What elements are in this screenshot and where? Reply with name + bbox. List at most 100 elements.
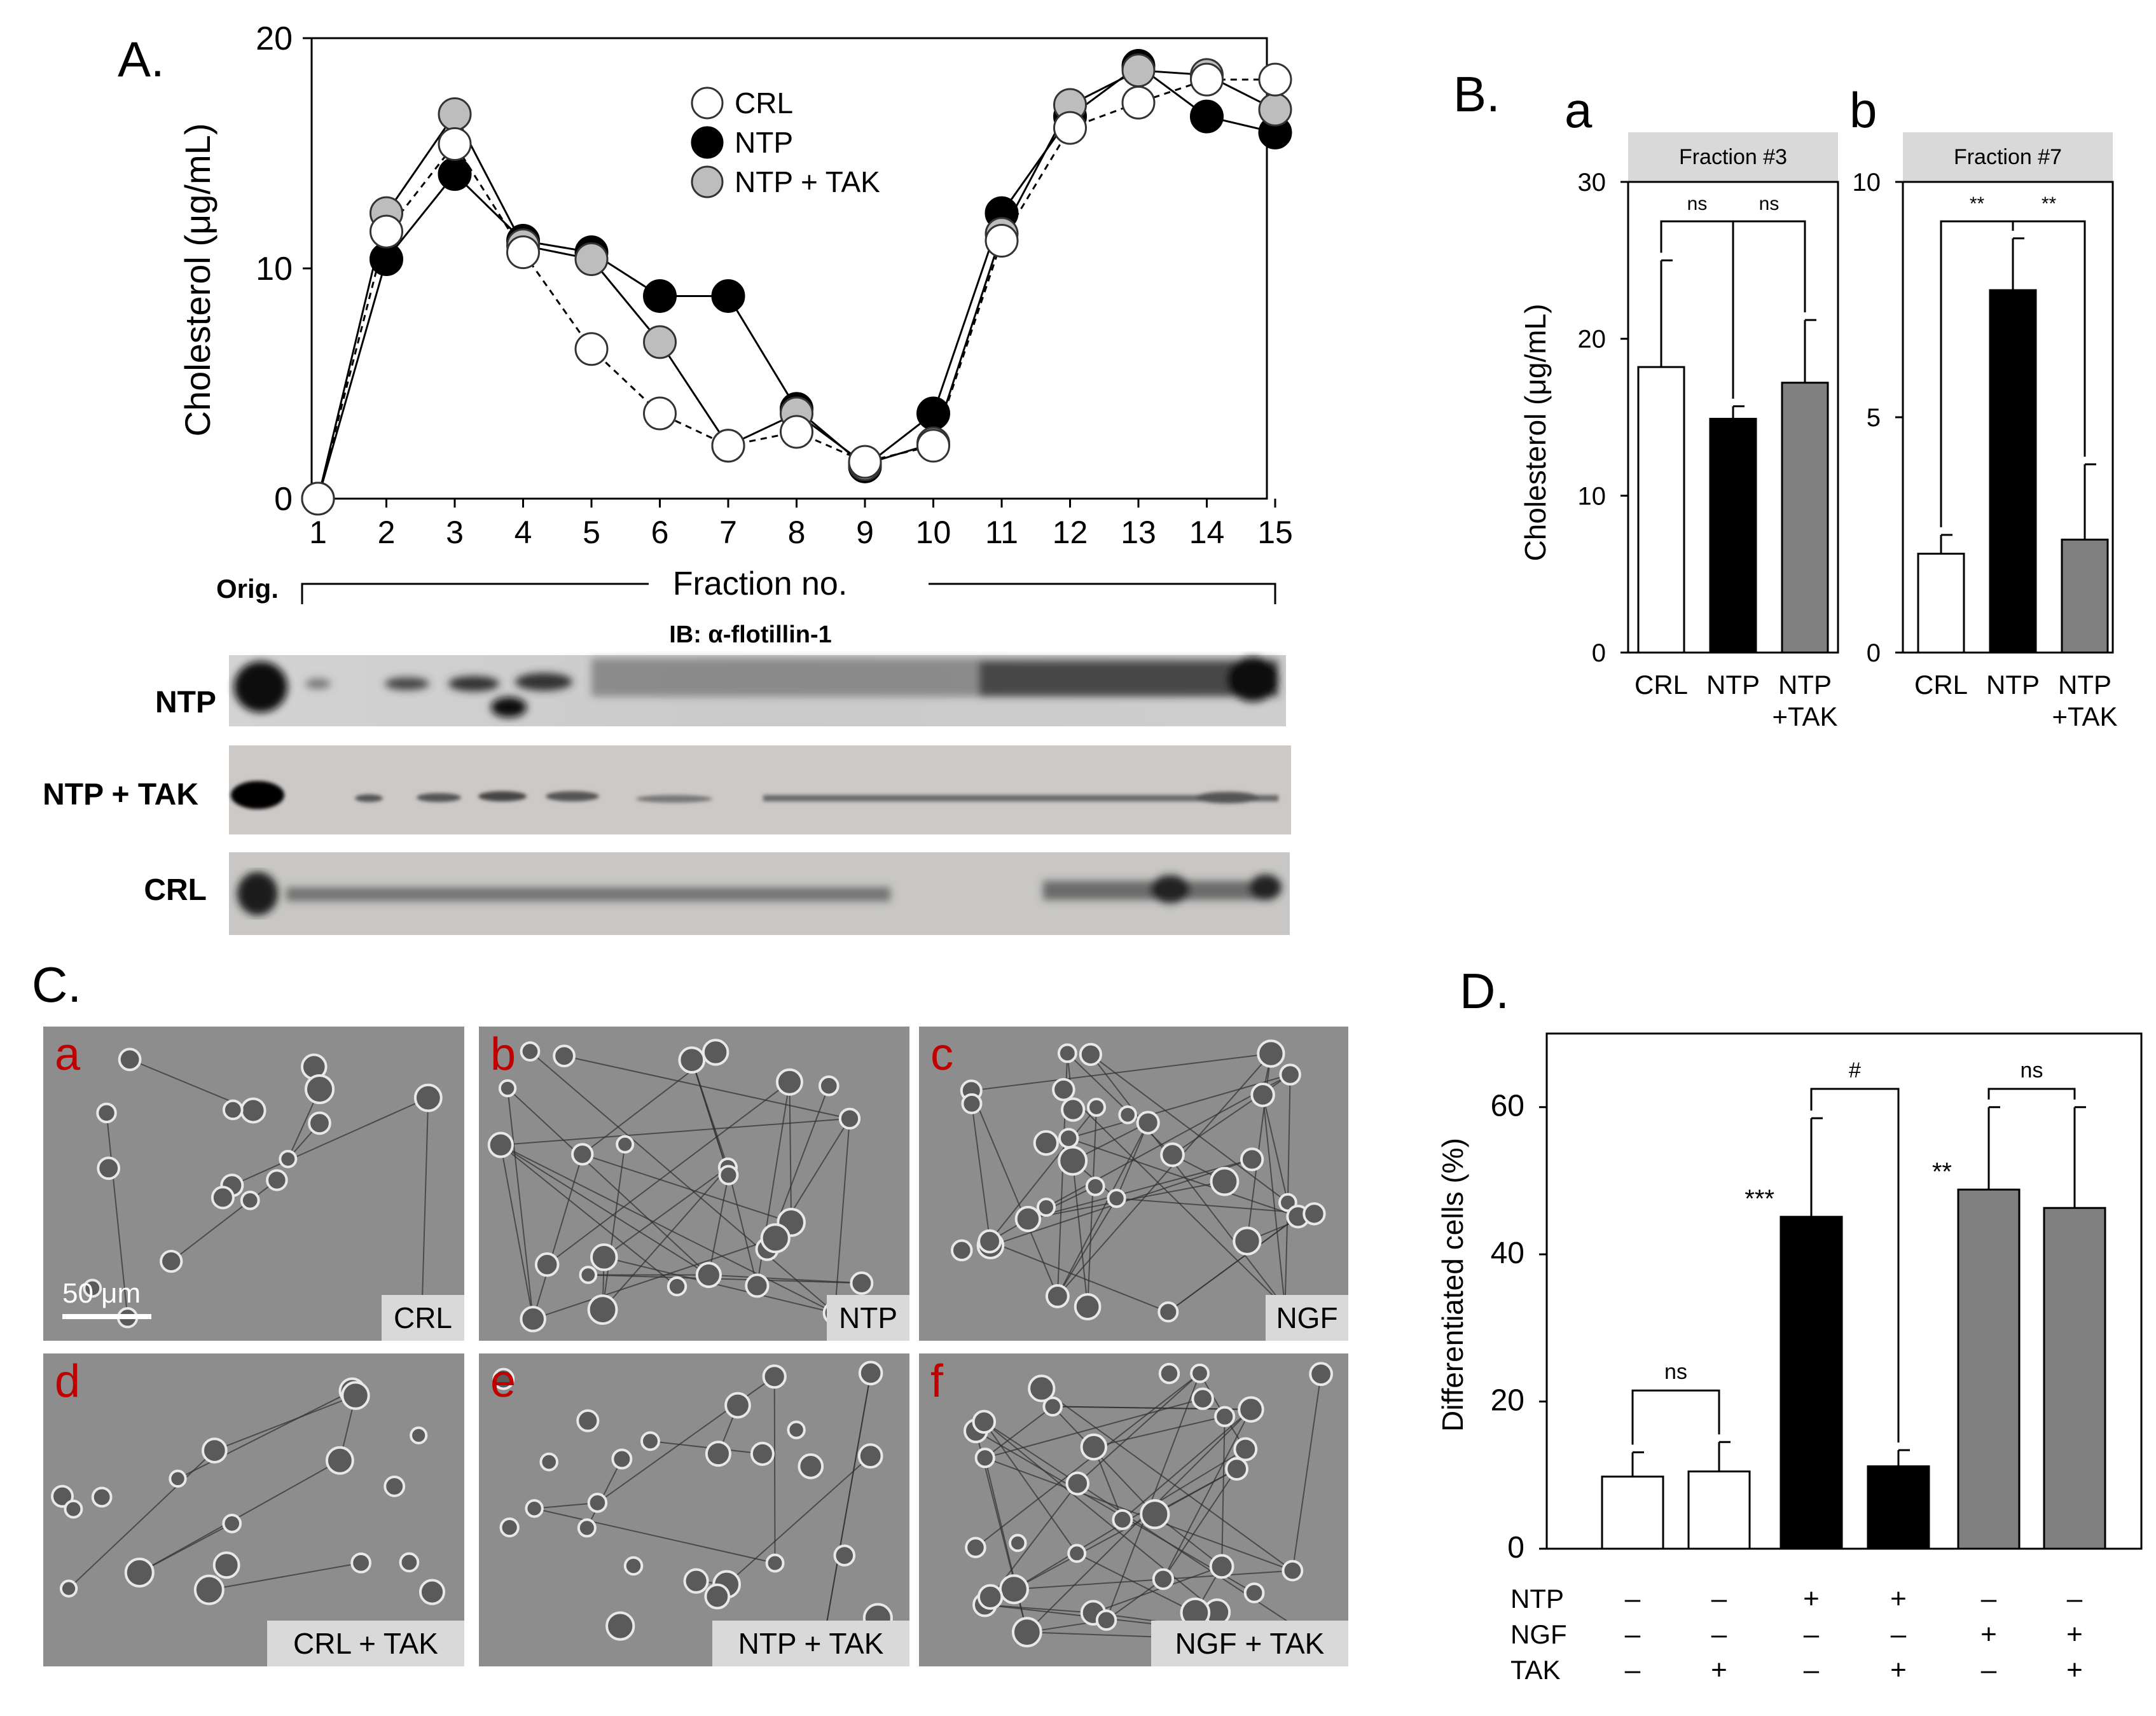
cell-body: [1107, 1189, 1126, 1208]
micrograph-d: d CRL + TAK: [43, 1353, 464, 1666]
neurite: [985, 1604, 1093, 1614]
neurite: [727, 1167, 758, 1286]
x-axis-label-A: Fraction no.: [673, 565, 848, 602]
cell-texture: [51, 1377, 446, 1605]
micrograph-a: a CRL 50 μm: [43, 1027, 464, 1341]
x-tick-label-A: 3: [446, 515, 464, 550]
legend-A: CRL NTP NTP + TAK: [691, 86, 880, 198]
cell-body: [587, 1294, 618, 1325]
bar: [1601, 1476, 1664, 1550]
cell-body: [1118, 1105, 1137, 1124]
cell-body: [1160, 1142, 1185, 1167]
cell-body: [498, 1079, 517, 1098]
condition-label: NTP + TAK: [738, 1627, 884, 1660]
blot-row-label-crl: CRL: [144, 873, 207, 907]
chart-title-Ba: Fraction #3: [1679, 145, 1787, 169]
neurite: [985, 1406, 1053, 1458]
cell-body: [961, 1093, 983, 1114]
neurite: [602, 1166, 729, 1310]
panel-label-D: D.: [1460, 963, 1509, 1019]
cell-body: [683, 1568, 709, 1594]
cell-body: [850, 1271, 874, 1295]
data-point-crl: [711, 429, 745, 463]
neurite: [975, 1430, 1255, 1594]
neurite: [708, 1274, 862, 1284]
neurite: [1056, 1122, 1149, 1297]
data-point-ntp: [916, 396, 950, 431]
cell-body: [1157, 1301, 1179, 1323]
condition-label: CRL + TAK: [293, 1627, 438, 1660]
category-label: +TAK: [2052, 702, 2117, 731]
y-tick-label: 30: [1578, 169, 1607, 197]
neurite: [708, 1175, 729, 1275]
cell-body: [667, 1276, 688, 1297]
x-axis-A: 1 2 3 4 5 6 7 8 9 10 11 12 13 14 15: [309, 499, 1293, 550]
cell-body: [222, 1514, 242, 1533]
bar: [2043, 1207, 2106, 1550]
neurite: [989, 1107, 1097, 1242]
neurite: [834, 1118, 850, 1313]
cell-body: [1279, 1063, 1301, 1086]
cell-body: [1210, 1166, 1240, 1196]
data-point-crl: [574, 332, 609, 366]
cell-body: [1033, 1130, 1059, 1156]
cell-body: [91, 1486, 113, 1508]
category-label: NTP: [2058, 670, 2111, 700]
y-tick-label: 60: [1491, 1090, 1524, 1123]
bar: [1989, 289, 2037, 654]
micrograph-letter: c: [930, 1029, 953, 1080]
x-tick-label-A: 4: [515, 515, 532, 550]
cell-body: [325, 1446, 354, 1475]
cell-body: [193, 1574, 225, 1605]
legend-label: NTP + TAK: [735, 165, 880, 198]
cell-body: [1112, 1509, 1133, 1530]
data-point-ntp: [1190, 99, 1224, 134]
data-point-ntp-tak: [643, 325, 677, 359]
condition-value: –: [2067, 1583, 2083, 1614]
cell-texture: [83, 1048, 443, 1329]
neurite: [1087, 1107, 1098, 1307]
cell-body: [553, 1044, 576, 1068]
y-axis-Bb: 0 5 10: [1853, 169, 1903, 667]
neurite: [500, 1144, 534, 1320]
neurite: [1221, 1416, 1226, 1567]
cell-body: [1238, 1396, 1264, 1423]
cell-body: [520, 1041, 541, 1062]
cell-body: [590, 1243, 618, 1271]
neurite: [1168, 1215, 1299, 1313]
condition-table-D: NTP – – + + – – NGF – – – – + + TAK – + – + – +: [1510, 1583, 2083, 1685]
cell-body: [1214, 1406, 1236, 1427]
condition-label-box: [1151, 1621, 1348, 1666]
immunoblot-label: IB: α-flotillin-1: [669, 621, 832, 648]
y-axis-label-B: Cholesterol (μg/mL): [1519, 304, 1552, 562]
cell-body: [1158, 1362, 1180, 1385]
condition-value: +: [1803, 1583, 1820, 1614]
scale-bar: [62, 1314, 151, 1319]
cell-body: [1011, 1617, 1042, 1648]
neurite: [971, 1053, 1271, 1091]
neurite: [68, 1450, 216, 1589]
cell-body: [399, 1552, 420, 1573]
legend-marker-ntp-tak: [691, 165, 724, 198]
cell-body: [240, 1097, 266, 1124]
cell-body: [304, 1074, 335, 1105]
neurite: [983, 1421, 1321, 1643]
significance-bracket: [1732, 220, 1806, 399]
cell-body: [341, 1381, 370, 1410]
data-point-crl: [780, 415, 813, 449]
cell-body: [413, 1083, 443, 1112]
cell-body: [1057, 1043, 1077, 1063]
cell-body: [266, 1169, 288, 1191]
cell-body: [1061, 1097, 1086, 1122]
condition-label-box: [827, 1295, 909, 1341]
cell-body: [1045, 1284, 1070, 1308]
condition-value: –: [1804, 1654, 1820, 1685]
cell-body: [499, 1517, 520, 1538]
significance-bracket: [1987, 1088, 2076, 1100]
cell-body: [1190, 1363, 1210, 1383]
neurite: [975, 1373, 1201, 1548]
neurite: [1041, 1388, 1293, 1572]
